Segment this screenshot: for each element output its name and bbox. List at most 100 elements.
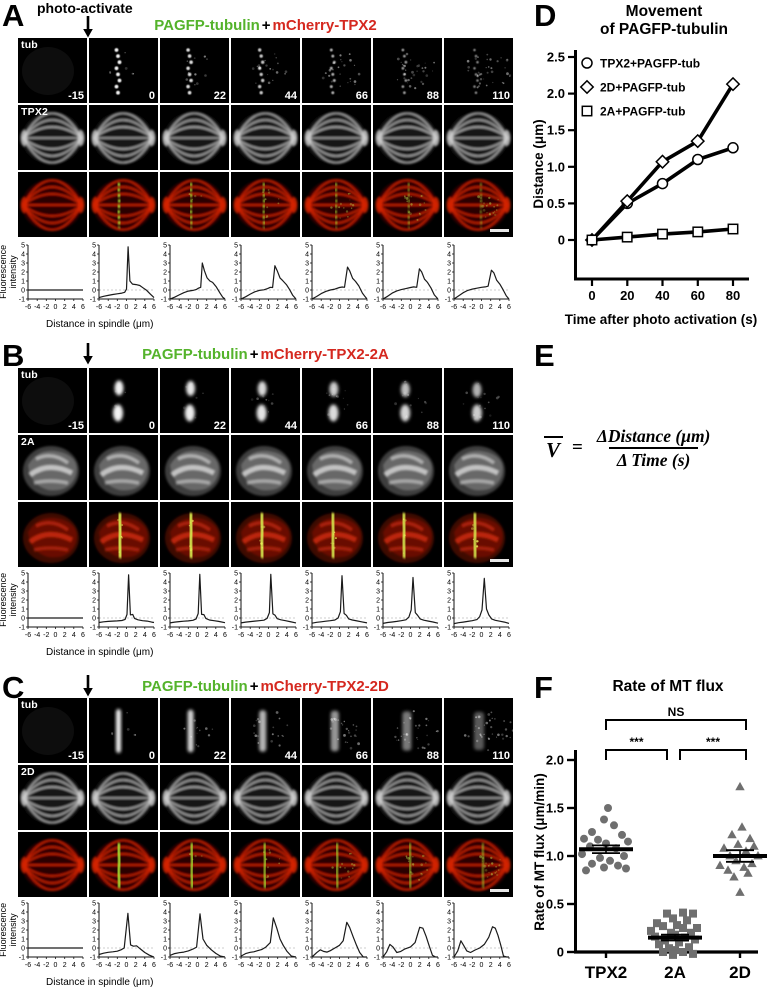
svg-text:3: 3 — [163, 918, 167, 925]
svg-text:6: 6 — [436, 304, 440, 311]
flux-chart-title: Rate of MT flux — [612, 678, 724, 695]
svg-text:2: 2 — [163, 269, 167, 276]
svg-text:0: 0 — [409, 304, 413, 311]
panel-a-title: PAGFP-tubulin + mCherry-TPX2 — [18, 17, 513, 34]
equals-sign: = — [572, 437, 583, 459]
intensity-profile: 5 4 3 2 1 0 -1 -6 -4 -2 0 2 4 6 — [296, 570, 369, 651]
svg-text:6: 6 — [223, 304, 227, 311]
svg-text:6: 6 — [81, 962, 85, 969]
svg-text:6: 6 — [365, 632, 369, 639]
time-label: 110 — [492, 750, 510, 762]
svg-text:0.5: 0.5 — [547, 196, 565, 211]
panel-b-merge-frame-5 — [373, 502, 442, 567]
svg-text:3: 3 — [234, 918, 238, 925]
svg-text:-6: -6 — [96, 304, 102, 311]
svg-text:1: 1 — [163, 278, 167, 285]
panel-c-tub-frame-6: 110 — [444, 698, 513, 763]
svg-text:-4: -4 — [105, 632, 111, 639]
svg-text:NS: NS — [668, 705, 685, 719]
svg-text:2: 2 — [163, 927, 167, 934]
micrograph-image — [444, 765, 513, 830]
svg-text:2D: 2D — [729, 963, 751, 982]
svg-text:0: 0 — [54, 304, 58, 311]
svg-text:0: 0 — [480, 304, 484, 311]
micrograph-image — [444, 832, 513, 897]
micrograph-image — [18, 38, 87, 103]
svg-text:0: 0 — [267, 632, 271, 639]
svg-text:4: 4 — [214, 304, 218, 311]
svg-text:4: 4 — [214, 632, 218, 639]
svg-text:40: 40 — [655, 288, 669, 303]
micrograph-image — [373, 38, 442, 103]
svg-text:6: 6 — [294, 632, 298, 639]
svg-text:-2: -2 — [114, 304, 120, 311]
movement-chart-title: Movement of PAGFP-tubulin — [600, 3, 728, 39]
svg-text:5: 5 — [234, 900, 238, 907]
svg-text:3: 3 — [92, 260, 96, 267]
svg-text:TPX2+PAGFP-tub: TPX2+PAGFP-tub — [600, 57, 700, 71]
svg-text:3: 3 — [376, 260, 380, 267]
svg-text:***: *** — [706, 735, 720, 749]
svg-text:-1: -1 — [161, 624, 167, 631]
intensity-profile: 5 4 3 2 1 0 -1 -6 -4 -2 0 2 4 6 — [438, 242, 511, 323]
svg-text:0: 0 — [338, 962, 342, 969]
title-plus: + — [249, 678, 259, 695]
svg-text:3: 3 — [21, 588, 25, 595]
svg-text:-4: -4 — [34, 962, 40, 969]
panel-b-title: PAGFP-tubulin + mCherry-TPX2-2A — [18, 346, 513, 363]
intensity-curve — [240, 917, 297, 958]
svg-text:3: 3 — [447, 918, 451, 925]
panel-c-merge-frame-5 — [373, 832, 442, 897]
intensity-profile: 5 4 3 2 1 0 -1 -6 -4 -2 0 2 4 6 — [83, 570, 156, 651]
svg-text:-6: -6 — [309, 632, 315, 639]
micrograph-image — [302, 832, 371, 897]
svg-text:5: 5 — [447, 242, 451, 249]
svg-text:-4: -4 — [34, 304, 40, 311]
intensity-profile: 5 4 3 2 1 0 -1 -6 -4 -2 0 2 4 6 — [154, 570, 227, 651]
svg-text:2: 2 — [205, 962, 209, 969]
svg-text:3: 3 — [305, 260, 309, 267]
svg-text:0: 0 — [163, 945, 167, 952]
intensity-curve — [240, 265, 297, 300]
svg-text:2: 2 — [376, 597, 380, 604]
intensity-profile: 5 4 3 2 1 0 -1 -6 -4 -2 0 2 4 6 — [296, 242, 369, 323]
svg-text:6: 6 — [223, 632, 227, 639]
svg-text:1: 1 — [92, 606, 96, 613]
micrograph-image — [302, 172, 371, 237]
svg-text:4: 4 — [356, 304, 360, 311]
svg-text:-1: -1 — [445, 296, 451, 303]
svg-text:0: 0 — [409, 962, 413, 969]
svg-text:2: 2 — [63, 962, 67, 969]
svg-text:-6: -6 — [96, 632, 102, 639]
micrograph-image — [231, 105, 300, 170]
svg-text:-6: -6 — [167, 962, 173, 969]
svg-text:-4: -4 — [460, 962, 466, 969]
panel-b-merge-frame-6 — [444, 502, 513, 567]
svg-text:-6: -6 — [451, 304, 457, 311]
svg-text:-1: -1 — [303, 296, 309, 303]
svg-text:0: 0 — [305, 615, 309, 622]
equation-fraction: ΔDistance (μm) Δ Time (s) — [592, 426, 716, 470]
svg-text:4: 4 — [356, 962, 360, 969]
intensity-profile: 5 4 3 2 1 0 -1 -6 -4 -2 0 2 4 6 — [438, 570, 511, 651]
micrograph-image — [373, 698, 442, 763]
svg-text:0: 0 — [376, 615, 380, 622]
title-plus: + — [261, 17, 271, 34]
row-label: tub — [21, 39, 38, 51]
micrograph-image — [444, 502, 513, 567]
svg-text:4: 4 — [163, 909, 167, 916]
svg-text:-2: -2 — [43, 632, 49, 639]
svg-text:-6: -6 — [380, 962, 386, 969]
micrograph-image — [231, 832, 300, 897]
time-label: 44 — [284, 750, 297, 762]
svg-text:2: 2 — [134, 962, 138, 969]
svg-text:-6: -6 — [380, 632, 386, 639]
svg-text:2: 2 — [92, 597, 96, 604]
micrograph-image — [160, 105, 229, 170]
svg-text:-6: -6 — [451, 632, 457, 639]
svg-text:2A: 2A — [664, 963, 686, 982]
panel-F: F Rate of MT flux 0 0.5 1.0 1.5 2.0 TPX2 2A 2D N… — [530, 672, 774, 992]
